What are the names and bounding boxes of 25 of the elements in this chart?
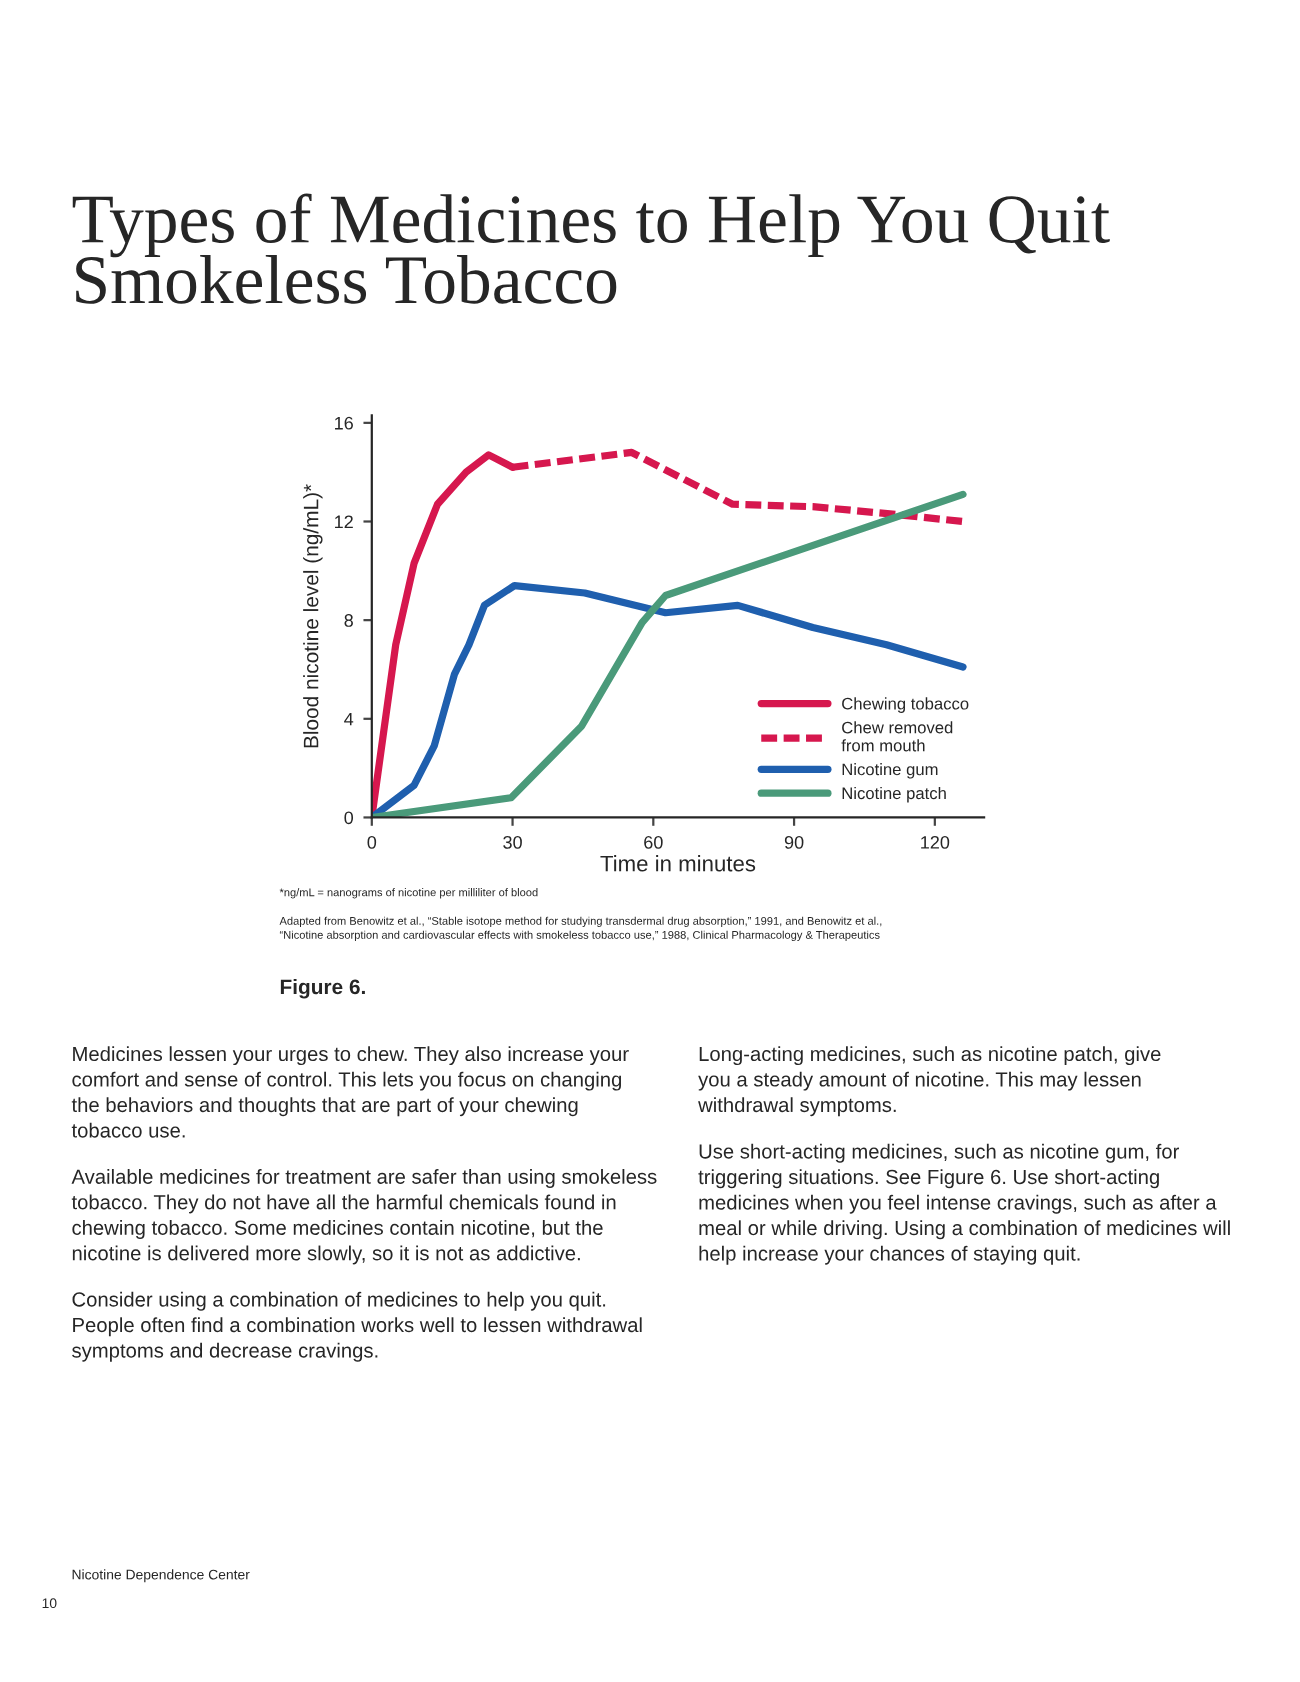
legend-label: Chew removed from mouth — [841, 721, 953, 752]
x-tick-label: 0 — [367, 835, 377, 849]
caption: Figure 6. — [280, 978, 365, 999]
text: Medicines lessen your urges to chew. They also increase your comfort and sense of control. This lets you focus on changing the behaviors and thoughts that are part of your chewing tobacco use. — [71, 1046, 629, 1138]
y-axis-title: Blood nicotine level (ng/mL)* — [303, 484, 323, 748]
text: Long-acting medicines, such as nicotine patch, give you a steady amount of nicotine. This may lessen withdrawal symptoms. — [698, 1046, 1161, 1117]
x-tick-label: 30 — [503, 835, 522, 849]
x-tick-label: 90 — [784, 835, 804, 849]
legend-label: Nicotine patch — [842, 786, 946, 803]
text: Available medicines for treatment are safer than using smokeless tobacco. They do not have all the harmful chemicals found in chewing tobacco. Some medicines contain nicotine, but the nicotine is delivered more slowly, so it is not as addictive. — [71, 1168, 657, 1265]
legend-label: Chewing tobacco — [842, 697, 969, 713]
text: Use short-acting medicines, such as nicotine gum, for triggering situations. See Figure 6. Use short-acting medicines when you feel intense cravings, such as after a meal or while driving. Using a combination of medicines will help increase your chances of staying quit. — [698, 1143, 1230, 1265]
x-tick-label: 60 — [644, 835, 663, 849]
y-tick-label: 8 — [344, 614, 353, 627]
text: Consider using a combination of medicines to help you quit. People often find a combination works well to lessen withdrawal symptoms and decrease cravings. — [72, 1291, 642, 1362]
chart-title: Types of Medicines to Help You Quit Smokeless Tobacco — [72, 193, 1110, 304]
y-tick-label: 12 — [335, 515, 353, 529]
y-tick-label: 4 — [344, 712, 354, 726]
line-series — [371, 490, 967, 818]
y-tick-label: 0 — [344, 811, 354, 825]
x-axis-title: Time in minutes — [600, 855, 756, 872]
x-tick-label: 120 — [921, 835, 950, 849]
line-series — [371, 582, 967, 818]
legend-label: Nicotine gum — [842, 763, 938, 779]
y-tick-label: 16 — [335, 416, 353, 430]
